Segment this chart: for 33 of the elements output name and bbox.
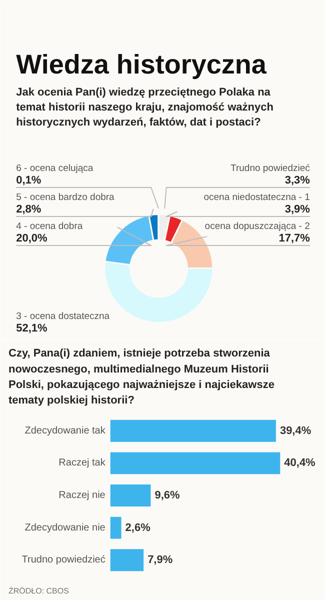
slice-label: ocena niedostateczna - 1 bbox=[204, 192, 310, 203]
data-label: 3,3% bbox=[284, 174, 310, 186]
slice-label: 4 - ocena dobra bbox=[16, 221, 84, 232]
chart-title: Czy, Pana(i) zdaniem, istnieje potrzeba stworzenia nowoczesnego, multimedialnego Muzeum Historii Polski, pokazującego najważniejsze i najciekawsze tematy polskiej historii? bbox=[8, 348, 274, 406]
data-label: 2,8% bbox=[16, 204, 42, 216]
data-label: 9,6% bbox=[154, 490, 180, 502]
data-label: 20,0% bbox=[16, 232, 48, 244]
y-tick-label: Trudno powiedzieć bbox=[22, 554, 106, 566]
bar bbox=[110, 549, 144, 572]
y-tick-label: Raczej nie bbox=[58, 490, 106, 501]
text: ŹRÓDŁO: CBOS bbox=[8, 586, 69, 596]
bar bbox=[110, 484, 151, 506]
chart-title: Wiedza historyczna bbox=[16, 50, 268, 80]
data-label: 0,1% bbox=[16, 174, 42, 186]
slice-label: 5 - ocena bardzo dobra bbox=[16, 192, 116, 203]
slice-label: Trudno powiedzieć bbox=[230, 163, 310, 174]
data-label: 2,6% bbox=[125, 522, 151, 534]
bar bbox=[110, 452, 280, 474]
chart-subtitle: Jak ocenia Pan(i) wiedzę przeciętnego Polaka na temat historii naszego kraju, znajomość ważnych historycznych wydarzeń, faktów, dat i postaci? bbox=[16, 86, 274, 128]
slice-label: 3 - ocena dostateczna bbox=[16, 311, 110, 322]
data-label: 3,9% bbox=[284, 204, 310, 216]
data-label: 17,7% bbox=[278, 232, 310, 244]
data-label: 7,9% bbox=[148, 554, 173, 566]
slice-label: ocena dopuszczająca - 2 bbox=[204, 221, 310, 232]
bar bbox=[110, 516, 122, 539]
data-label: 40,4% bbox=[284, 457, 316, 470]
bar bbox=[110, 420, 276, 442]
y-tick-label: Zdecydowanie tak bbox=[24, 425, 106, 436]
slice-label: 6 - ocena celująca bbox=[16, 163, 94, 174]
y-tick-label: Raczej tak bbox=[58, 458, 106, 469]
data-label: 39,4% bbox=[280, 424, 312, 437]
data-label: 52,1% bbox=[16, 322, 48, 334]
y-tick-label: Zdecydowanie nie bbox=[24, 522, 106, 534]
